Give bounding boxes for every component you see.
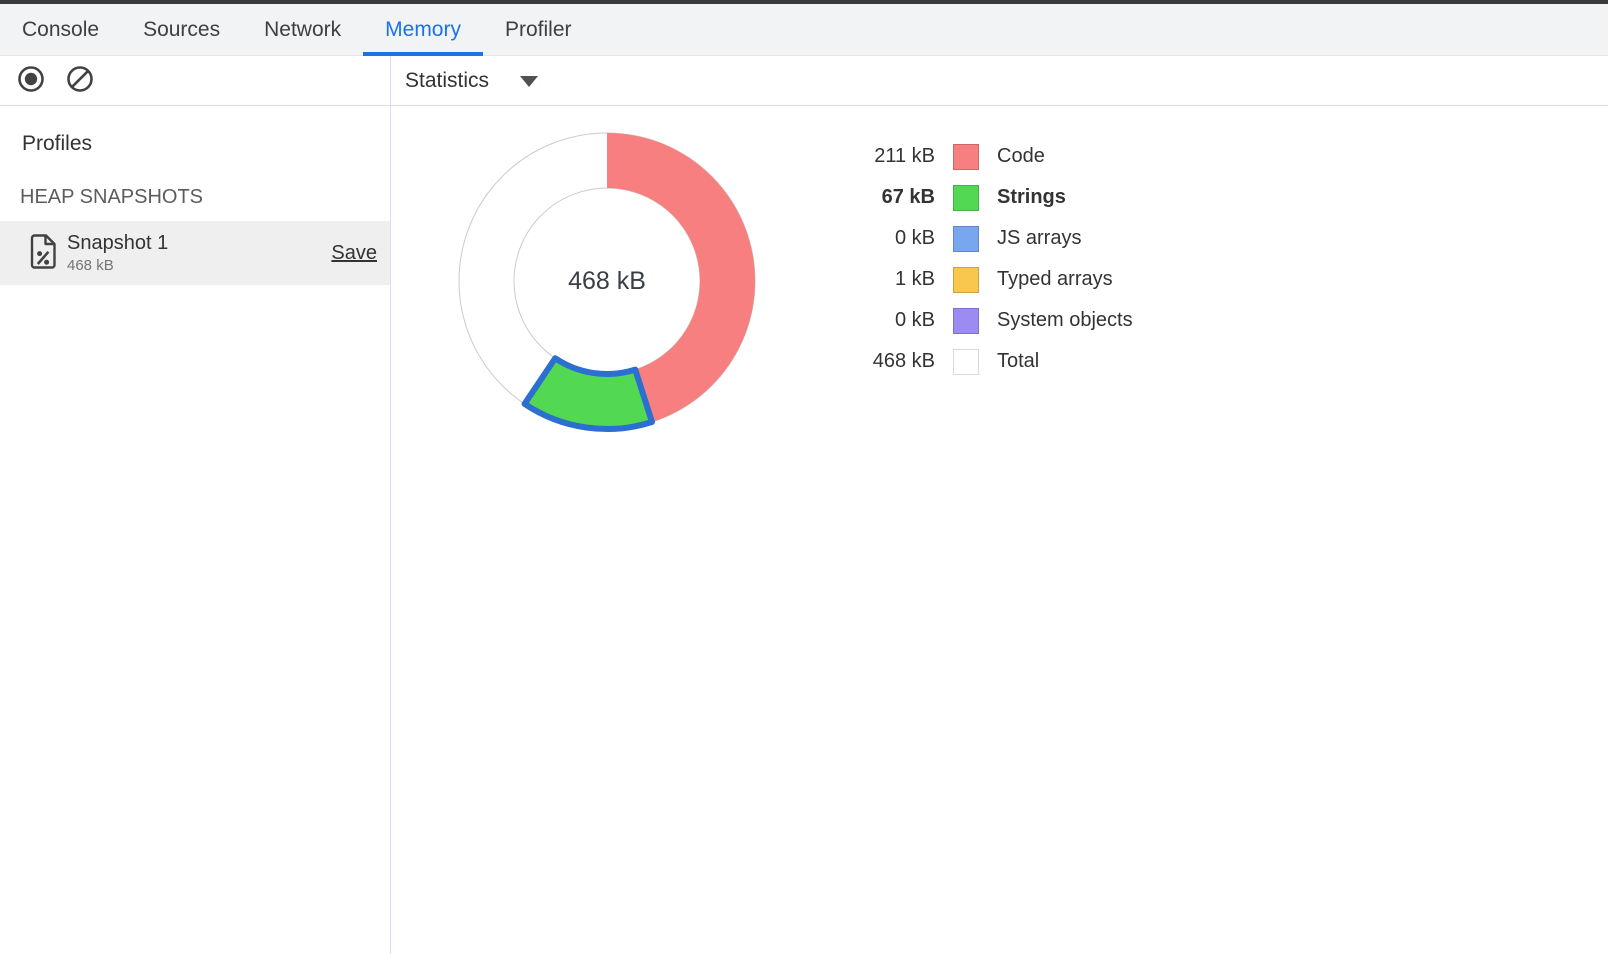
profiles-sidebar: Profiles HEAP SNAPSHOTS Snapshot 1 468 k… [0, 107, 390, 954]
heap-snapshot-icon [28, 232, 58, 275]
chart-legend: 211 kB Code 67 kB Strings 0 kB JS arrays… [845, 136, 1133, 382]
tab-network[interactable]: Network [242, 4, 363, 55]
statistics-perspective-select[interactable]: Statistics [405, 68, 539, 93]
clear-block-icon [66, 65, 94, 96]
legend-swatch-icon [953, 307, 979, 334]
legend-swatch-icon [953, 348, 979, 375]
clear-profiles-button[interactable] [66, 65, 94, 96]
record-heap-snapshot-button[interactable] [17, 65, 45, 96]
profiles-heading: Profiles [22, 132, 93, 155]
snapshot-title: Snapshot 1 [67, 232, 169, 254]
donut-segment-code[interactable] [607, 133, 756, 422]
tab-sources[interactable]: Sources [121, 4, 242, 55]
tab-label: Console [22, 17, 100, 41]
legend-row-typed-arrays[interactable]: 1 kB Typed arrays [845, 259, 1133, 300]
snapshot-text: Snapshot 1 468 kB [67, 232, 168, 274]
tab-label: Memory [385, 17, 461, 41]
tab-console[interactable]: Console [0, 4, 121, 55]
tab-label: Sources [143, 17, 221, 41]
legend-value: 0 kB [894, 309, 935, 331]
legend-value: 0 kB [894, 227, 935, 249]
legend-row-strings[interactable]: 67 kB Strings [845, 177, 1133, 218]
legend-label: Strings [997, 186, 1066, 208]
tab-profiler[interactable]: Profiler [483, 4, 594, 55]
tab-label: Profiler [504, 17, 572, 41]
legend-swatch-icon [953, 143, 979, 170]
legend-row-code[interactable]: 211 kB Code [845, 136, 1133, 177]
legend-label: JS arrays [997, 227, 1082, 249]
legend-swatch-icon [953, 266, 979, 293]
legend-label: System objects [997, 309, 1133, 331]
perspective-select-label: Statistics [405, 68, 490, 92]
legend-label: Typed arrays [997, 268, 1113, 290]
snapshot-size: 468 kB [67, 257, 114, 274]
legend-row-system-objects[interactable]: 0 kB System objects [845, 300, 1133, 341]
legend-value: 1 kB [894, 268, 935, 290]
profiler-toolbar: Statistics [0, 56, 1608, 106]
heap-statistics-donut-chart: 468 kB [447, 121, 767, 441]
toolbar-left [0, 56, 390, 105]
tab-memory[interactable]: Memory [363, 4, 483, 56]
sidebar-resize-divider[interactable] [390, 56, 391, 954]
record-icon [17, 65, 45, 96]
chevron-down-icon [520, 76, 539, 87]
legend-value: 67 kB [881, 186, 935, 208]
legend-swatch-icon [953, 184, 979, 211]
save-link[interactable]: Save [331, 241, 377, 264]
legend-value: 211 kB [874, 145, 935, 167]
legend-row-js-arrays[interactable]: 0 kB JS arrays [845, 218, 1133, 259]
toolbar-right: Statistics [390, 56, 539, 105]
donut-outline-circle [513, 187, 701, 375]
window-top-strip [0, 0, 1608, 4]
snapshot-list-item[interactable]: Snapshot 1 468 kB Save [0, 221, 390, 285]
devtools-tabbar: Console Sources Network Memory Profiler [0, 4, 1608, 56]
tab-label: Network [264, 17, 342, 41]
legend-value: 468 kB [872, 350, 935, 372]
legend-label: Total [997, 350, 1040, 372]
legend-swatch-icon [953, 225, 979, 252]
heap-snapshots-section-heading: HEAP SNAPSHOTS [20, 186, 204, 208]
legend-row-total[interactable]: 468 kB Total [845, 341, 1133, 382]
donut-segment-strings[interactable] [521, 355, 655, 432]
legend-label: Code [997, 145, 1045, 167]
